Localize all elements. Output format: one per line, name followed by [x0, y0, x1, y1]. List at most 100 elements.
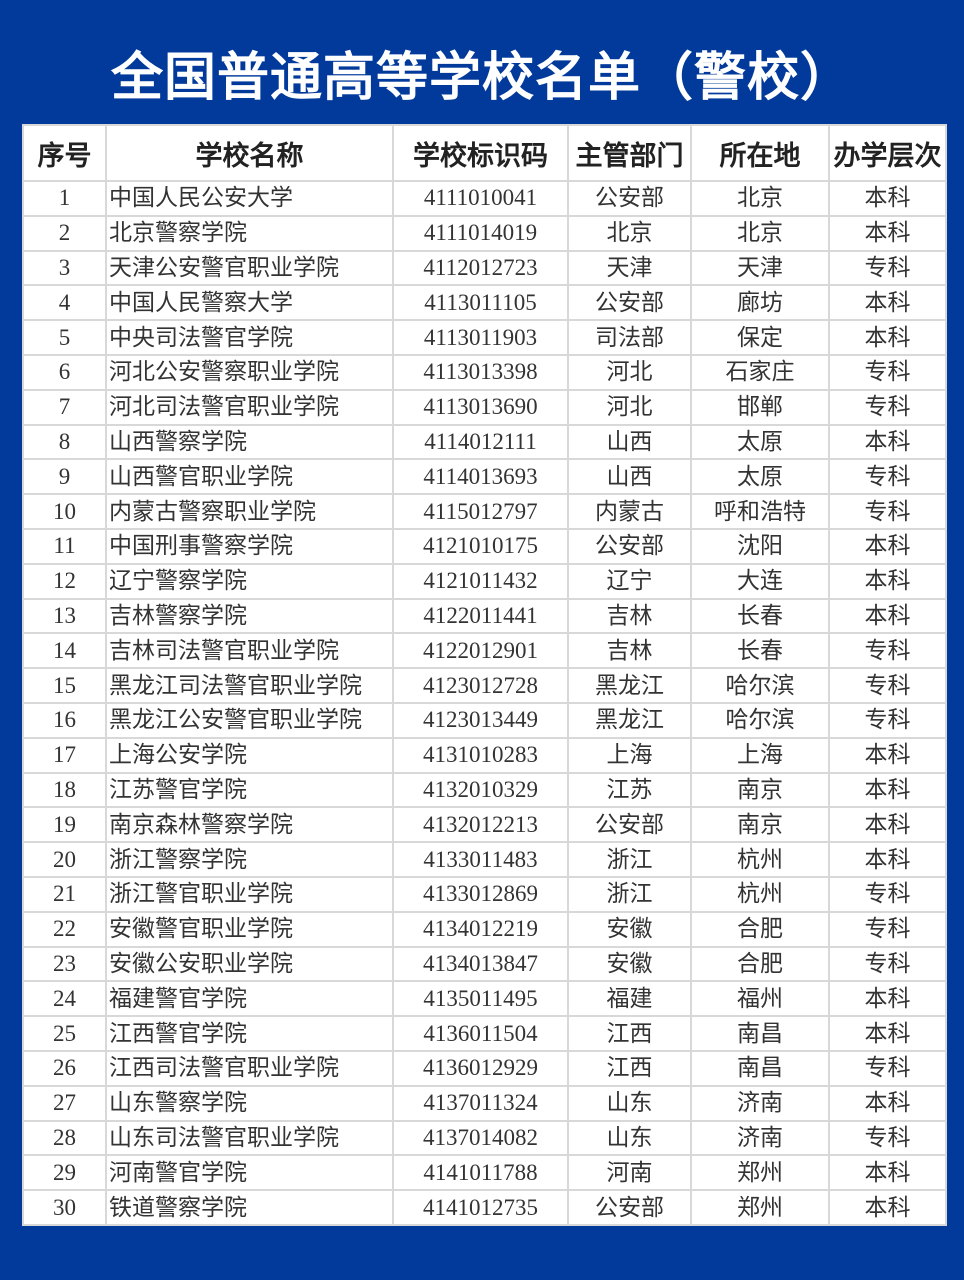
- table-row: 28 山东司法警官职业学院 4137014082 山东 济南 专科: [22, 1119, 947, 1157]
- cell-school-name: 河北公安警察职业学院: [105, 353, 394, 391]
- table-row: 14 吉林司法警官职业学院 4122012901 吉林 长春 专科: [22, 632, 947, 670]
- cell-school-code: 4141011788: [392, 1154, 569, 1192]
- cell-location: 天津: [690, 249, 830, 287]
- cell-level: 本科: [828, 736, 947, 774]
- table-row: 19 南京森林警察学院 4132012213 公安部 南京 本科: [22, 806, 947, 844]
- table-row: 12 辽宁警察学院 4121011432 辽宁 大连 本科: [22, 562, 947, 600]
- cell-school-name: 吉林司法警官职业学院: [105, 632, 394, 670]
- cell-location: 长春: [690, 632, 830, 670]
- cell-level: 专科: [828, 945, 947, 983]
- cell-school-code: 4133012869: [392, 875, 569, 913]
- cell-location: 沈阳: [690, 527, 830, 565]
- header-level: 办学层次: [828, 124, 947, 182]
- cell-department: 山西: [567, 458, 692, 496]
- cell-index: 26: [22, 1049, 107, 1087]
- cell-location: 呼和浩特: [690, 493, 830, 530]
- cell-level: 专科: [828, 458, 947, 496]
- cell-index: 17: [22, 736, 107, 774]
- cell-school-code: 4134012219: [392, 910, 569, 948]
- cell-school-name: 浙江警官职业学院: [105, 875, 394, 913]
- table-row: 7 河北司法警官职业学院 4113013690 河北 邯郸 专科: [22, 388, 947, 426]
- cell-location: 廊坊: [690, 284, 830, 322]
- cell-school-name: 山西警官职业学院: [105, 458, 394, 496]
- cell-school-code: 4136012929: [392, 1049, 569, 1087]
- cell-school-name: 江西司法警官职业学院: [105, 1049, 394, 1087]
- cell-index: 6: [22, 353, 107, 391]
- cell-index: 24: [22, 980, 107, 1018]
- cell-location: 济南: [690, 1119, 830, 1157]
- cell-level: 本科: [828, 423, 947, 461]
- cell-index: 8: [22, 423, 107, 461]
- cell-location: 合肥: [690, 910, 830, 948]
- cell-school-name: 内蒙古警察职业学院: [105, 493, 394, 530]
- cell-department: 福建: [567, 980, 692, 1018]
- table-row: 6 河北公安警察职业学院 4113013398 河北 石家庄 专科: [22, 353, 947, 391]
- cell-school-code: 4135011495: [392, 980, 569, 1018]
- cell-level: 本科: [828, 806, 947, 844]
- cell-index: 25: [22, 1015, 107, 1052]
- cell-location: 南昌: [690, 1015, 830, 1052]
- table-row: 4 中国人民警察大学 4113011105 公安部 廊坊 本科: [22, 284, 947, 322]
- cell-index: 14: [22, 632, 107, 670]
- cell-school-code: 4121010175: [392, 527, 569, 565]
- table-row: 17 上海公安学院 4131010283 上海 上海 本科: [22, 736, 947, 774]
- header-index: 序号: [22, 124, 107, 182]
- cell-department: 安徽: [567, 910, 692, 948]
- cell-school-code: 4113011903: [392, 319, 569, 356]
- cell-level: 本科: [828, 319, 947, 356]
- table-row: 27 山东警察学院 4137011324 山东 济南 本科: [22, 1084, 947, 1122]
- cell-department: 司法部: [567, 319, 692, 356]
- cell-department: 江苏: [567, 771, 692, 809]
- cell-department: 吉林: [567, 632, 692, 670]
- cell-department: 山东: [567, 1084, 692, 1122]
- table-row: 30 铁道警察学院 4141012735 公安部 郑州 本科: [22, 1189, 947, 1226]
- table-row: 20 浙江警察学院 4133011483 浙江 杭州 本科: [22, 841, 947, 878]
- cell-school-name: 安徽公安职业学院: [105, 945, 394, 983]
- cell-level: 本科: [828, 1015, 947, 1052]
- cell-school-code: 4112012723: [392, 249, 569, 287]
- cell-location: 郑州: [690, 1189, 830, 1226]
- cell-index: 11: [22, 527, 107, 565]
- cell-location: 太原: [690, 423, 830, 461]
- cell-department: 上海: [567, 736, 692, 774]
- cell-school-name: 辽宁警察学院: [105, 562, 394, 600]
- cell-school-code: 4132012213: [392, 806, 569, 844]
- cell-school-code: 4133011483: [392, 841, 569, 878]
- table-row: 15 黑龙江司法警官职业学院 4123012728 黑龙江 哈尔滨 专科: [22, 667, 947, 704]
- cell-level: 本科: [828, 1189, 947, 1226]
- table-row: 9 山西警官职业学院 4114013693 山西 太原 专科: [22, 458, 947, 496]
- cell-index: 16: [22, 701, 107, 739]
- cell-school-name: 福建警官学院: [105, 980, 394, 1018]
- cell-school-name: 中国刑事警察学院: [105, 527, 394, 565]
- cell-school-code: 4123012728: [392, 667, 569, 704]
- cell-level: 专科: [828, 632, 947, 670]
- table-row: 18 江苏警官学院 4132010329 江苏 南京 本科: [22, 771, 947, 809]
- table-row: 1 中国人民公安大学 4111010041 公安部 北京 本科: [22, 180, 947, 217]
- cell-index: 3: [22, 249, 107, 287]
- cell-school-code: 4113013398: [392, 353, 569, 391]
- cell-school-code: 4122011441: [392, 597, 569, 635]
- cell-location: 大连: [690, 562, 830, 600]
- cell-level: 专科: [828, 910, 947, 948]
- table-row: 2 北京警察学院 4111014019 北京 北京 本科: [22, 214, 947, 252]
- cell-index: 30: [22, 1189, 107, 1226]
- cell-department: 公安部: [567, 1189, 692, 1226]
- table-row: 13 吉林警察学院 4122011441 吉林 长春 本科: [22, 597, 947, 635]
- cell-location: 邯郸: [690, 388, 830, 426]
- cell-school-name: 山东司法警官职业学院: [105, 1119, 394, 1157]
- header-department: 主管部门: [567, 124, 692, 182]
- cell-location: 福州: [690, 980, 830, 1018]
- cell-index: 5: [22, 319, 107, 356]
- cell-level: 本科: [828, 527, 947, 565]
- cell-department: 吉林: [567, 597, 692, 635]
- cell-index: 7: [22, 388, 107, 426]
- cell-school-name: 中国人民警察大学: [105, 284, 394, 322]
- table-row: 3 天津公安警官职业学院 4112012723 天津 天津 专科: [22, 249, 947, 287]
- cell-school-code: 4113013690: [392, 388, 569, 426]
- cell-level: 专科: [828, 667, 947, 704]
- cell-level: 专科: [828, 1049, 947, 1087]
- cell-department: 河南: [567, 1154, 692, 1192]
- cell-school-name: 铁道警察学院: [105, 1189, 394, 1226]
- cell-index: 12: [22, 562, 107, 600]
- cell-school-code: 4136011504: [392, 1015, 569, 1052]
